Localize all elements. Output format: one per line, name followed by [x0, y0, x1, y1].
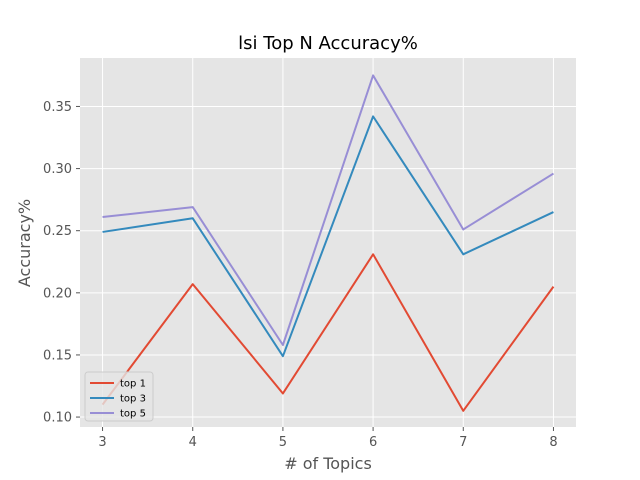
- chart-title: lsi Top N Accuracy%: [238, 33, 418, 54]
- legend-label: top 3: [120, 394, 146, 405]
- grid: [80, 58, 576, 427]
- y-tick-label: 0.35: [43, 100, 72, 115]
- series-line-top-5: [102, 74, 554, 346]
- x-tick-label: 4: [189, 435, 197, 450]
- x-axis-ticks: 3 4 5 6 7 8: [98, 427, 558, 450]
- series-line-top-1: [101, 253, 555, 412]
- x-tick-label: 6: [369, 435, 377, 450]
- y-tick-label: 0.25: [43, 224, 72, 239]
- legend-label: top 5: [120, 409, 146, 420]
- x-tick-label: 5: [279, 435, 287, 450]
- y-axis-ticks: 0.10 0.15 0.20 0.25 0.30 0.35: [43, 100, 80, 426]
- legend: top 1 top 3 top 5: [84, 371, 154, 422]
- plot-area: [80, 58, 576, 427]
- series-line-top-3: [102, 115, 554, 358]
- y-axis-label: Accuracy%: [15, 199, 34, 287]
- y-tick-label: 0.30: [43, 162, 72, 177]
- legend-box: [84, 371, 154, 422]
- x-tick-label: 8: [549, 435, 557, 450]
- x-tick-label: 3: [98, 435, 106, 450]
- x-tick-label: 7: [459, 435, 467, 450]
- y-tick-label: 0.15: [43, 348, 72, 363]
- y-tick-label: 0.20: [43, 286, 72, 301]
- y-tick-label: 0.10: [43, 411, 72, 426]
- legend-label: top 1: [120, 379, 146, 390]
- series-lines: [101, 74, 555, 412]
- x-axis-label: # of Topics: [284, 454, 372, 473]
